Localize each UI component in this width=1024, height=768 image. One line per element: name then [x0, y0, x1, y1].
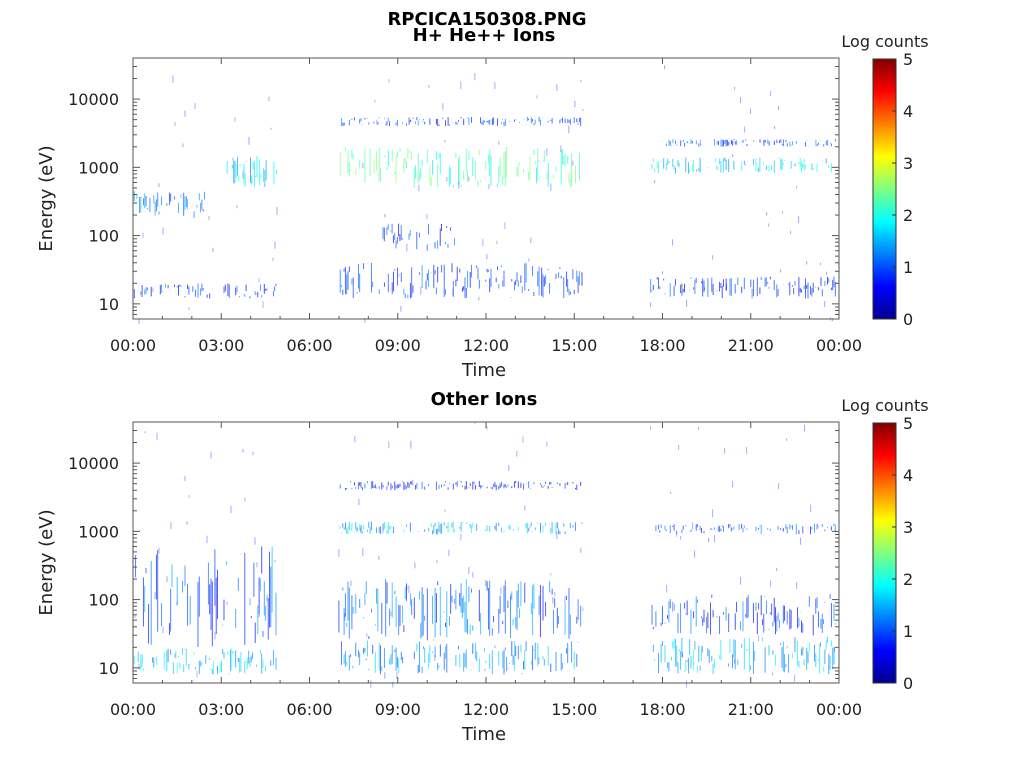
spectrogram-data: [132, 422, 836, 688]
y-tick-label: 10: [99, 659, 119, 678]
colorbar-tick-label: 0: [903, 674, 913, 693]
panel-title: H+ He++ Ions: [413, 25, 556, 46]
colorbar: [872, 422, 897, 684]
colorbar-tick-label: 3: [903, 154, 913, 173]
x-tick-label: 18:00: [639, 700, 685, 719]
colorbar-tick-label: 4: [903, 102, 913, 121]
panel-h-he-ions: 00:00 03:00 06:00 09:00 12:00 15:00 18:00 21:00…: [36, 25, 929, 381]
y-axis-label: Energy (eV): [36, 145, 57, 251]
y-tick-label: 10000: [68, 454, 119, 473]
colorbar-tick-label: 1: [903, 258, 913, 277]
x-tick-label: 00:00: [816, 336, 862, 355]
x-tick-label: 09:00: [375, 700, 421, 719]
y-tick-label: 100: [88, 227, 119, 246]
figure-title: RPCICA150308.PNG: [387, 9, 586, 30]
x-tick-label: 12:00: [463, 700, 509, 719]
colorbar-label: Log counts: [841, 396, 928, 415]
y-tick-label: 10: [99, 295, 119, 314]
x-axis-label: Time: [461, 360, 506, 381]
x-tick-label: 03:00: [198, 336, 244, 355]
spectrogram-data: [133, 65, 836, 325]
x-tick-label: 18:00: [639, 336, 685, 355]
panel-other-ions: 00:00 03:00 06:00 09:00 12:00 15:00 18:00 21:00…: [36, 389, 929, 745]
x-tick-label: 15:00: [551, 336, 597, 355]
x-tick-label: 00:00: [110, 700, 156, 719]
y-tick-label: 10000: [68, 90, 119, 109]
x-tick-label: 21:00: [728, 700, 774, 719]
x-axis-label: Time: [461, 724, 506, 745]
colorbar-label: Log counts: [841, 32, 928, 51]
y-tick-label: 1000: [78, 522, 119, 541]
x-tick-label: 06:00: [286, 336, 332, 355]
colorbar-tick-label: 1: [903, 622, 913, 641]
x-tick-label: 15:00: [551, 700, 597, 719]
x-tick-label: 06:00: [286, 700, 332, 719]
colorbar-tick-label: 4: [903, 466, 913, 485]
colorbar: [872, 58, 897, 320]
colorbar-tick-label: 2: [903, 570, 913, 589]
y-tick-label: 1000: [78, 158, 119, 177]
x-tick-label: 00:00: [110, 336, 156, 355]
x-tick-label: 09:00: [375, 336, 421, 355]
colorbar-tick-label: 5: [903, 414, 913, 433]
plot-frame: [132, 421, 840, 684]
y-axis-label: Energy (eV): [36, 509, 57, 615]
colorbar-tick-label: 3: [903, 518, 913, 537]
panel-title: Other Ions: [431, 389, 538, 410]
colorbar-tick-label: 0: [903, 310, 913, 329]
x-tick-label: 00:00: [816, 700, 862, 719]
colorbar-tick-label: 2: [903, 206, 913, 225]
x-tick-label: 03:00: [198, 700, 244, 719]
x-tick-label: 12:00: [463, 336, 509, 355]
x-tick-label: 21:00: [728, 336, 774, 355]
y-tick-label: 100: [88, 591, 119, 610]
colorbar-tick-label: 5: [903, 50, 913, 69]
